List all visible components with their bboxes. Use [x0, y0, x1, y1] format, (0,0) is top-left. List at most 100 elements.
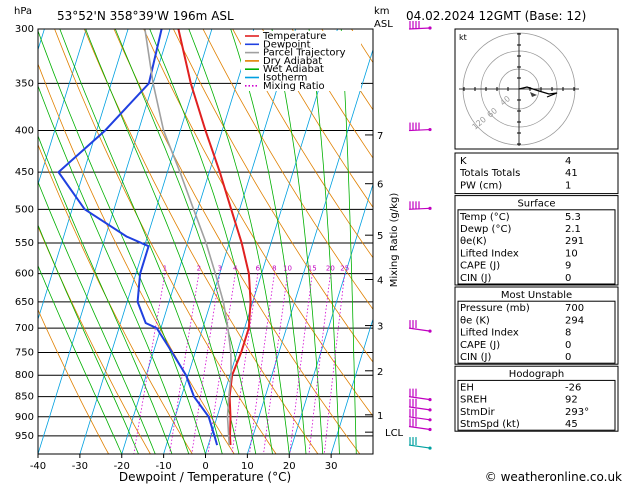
wind-barb-shaft	[408, 406, 431, 411]
mixing-ratio-label: 6	[256, 265, 261, 273]
wind-barb-dot	[428, 398, 432, 402]
index-value: 41	[565, 168, 578, 179]
wind-barb-dot	[428, 26, 432, 30]
unstable-value: 8	[565, 328, 571, 339]
pressure-tick-label: 600	[15, 269, 34, 280]
wind-barb-dot	[428, 446, 432, 450]
index-value: 4	[565, 156, 571, 167]
mixing-ratio-line	[249, 273, 275, 454]
storm-motion-marker	[530, 92, 537, 97]
km-tick-label: 6	[377, 180, 383, 191]
km-tick-label: 5	[377, 231, 383, 242]
isotherm-line	[205, 29, 338, 454]
mixing-ratio-labels: 1 2 3 4 6 8 10 15 20 25	[163, 265, 349, 273]
legend-entry: Dewpoint	[263, 39, 311, 50]
mixing-ratio-line	[191, 273, 221, 454]
wet-adiabat-line	[114, 29, 257, 454]
km-tick-label: 3	[377, 322, 383, 333]
legend-background	[241, 31, 361, 91]
mixing-ratio-label: 1	[163, 265, 167, 273]
isotherm-line	[330, 317, 373, 454]
surface-label: θe(K)	[460, 236, 487, 247]
wind-barb-shaft	[408, 327, 431, 332]
hodograph-index-value: 92	[565, 395, 578, 406]
hodograph-index-box	[454, 365, 619, 432]
mixing-ratio-line	[263, 273, 288, 454]
wet-adiabat-line	[149, 29, 273, 454]
mixing-ratio-line	[289, 273, 313, 454]
x-tick-label: -20	[114, 461, 130, 472]
hodograph-index-label: StmDir	[460, 407, 495, 418]
pressure-tick-label: 400	[15, 126, 34, 137]
unstable-value: 294	[565, 315, 584, 326]
x-tick-label: 30	[325, 461, 338, 472]
dry-adiabat-line	[232, 29, 373, 259]
series-parcel-trajectory	[144, 29, 233, 446]
wind-barb-dot	[428, 418, 432, 422]
wind-barb-shaft	[408, 396, 431, 401]
km-tick-label: 4	[377, 276, 383, 287]
x-tick-label: -30	[72, 461, 88, 472]
wet-adiabat-line	[271, 29, 324, 454]
pressure-tick-label: 350	[15, 78, 34, 89]
unstable-inner-box	[457, 300, 616, 364]
wet-adiabat-line	[59, 29, 223, 454]
profile-lines	[57, 29, 252, 446]
isotherm-line	[247, 48, 373, 454]
mixing-ratio-label: 4	[233, 265, 238, 273]
axis-labels: 3003504004505005506006507007508008509009…	[15, 24, 338, 472]
unstable-label: CIN (J)	[460, 352, 491, 363]
mixing-ratio-label: 3	[218, 265, 222, 273]
hodograph-index-inner-box	[457, 379, 616, 431]
dry-adiabat-line	[143, 29, 373, 417]
legend-entry: Temperature	[262, 31, 326, 42]
km-tick-label: 1	[377, 411, 383, 422]
dry-adiabat-line	[619, 29, 629, 454]
legend-entry: Dry Adiabat	[263, 56, 322, 67]
isotherm-line	[38, 29, 171, 454]
wet-adiabat-line	[38, 29, 206, 454]
unstable-box	[454, 286, 619, 365]
series-temperature	[177, 29, 252, 446]
unstable-label: Pressure (mb)	[460, 303, 530, 314]
pressure-tick-label: 550	[15, 238, 34, 249]
datetime-title: 04.02.2024 12GMT (Base: 12)	[406, 9, 586, 23]
pressure-tick-label: 900	[15, 412, 34, 423]
surface-value: 10	[565, 248, 578, 259]
mixing-ratio-label: 10	[283, 265, 292, 273]
wind-barb-dot	[428, 206, 432, 210]
mixing-ratio-line	[308, 273, 331, 454]
wind-barb-dot	[428, 427, 432, 432]
wind-barbs	[408, 21, 432, 450]
km-tick-label: 2	[377, 367, 383, 378]
km-label: km	[374, 6, 390, 17]
mixing-ratio-line	[231, 273, 259, 454]
mixing-ratio-label: 8	[272, 265, 276, 273]
isotherm-line	[38, 29, 129, 321]
wind-barb-shaft	[408, 444, 431, 449]
hodograph-index-label: StmSpd (kt)	[460, 419, 520, 430]
surface-label: Dewp (°C)	[460, 224, 511, 235]
dry-adiabat-line	[291, 29, 373, 159]
x-tick-label: -40	[30, 461, 46, 472]
hodograph-index-value: -26	[565, 382, 581, 393]
isotherm-line	[163, 29, 296, 454]
pressure-tick-label: 300	[15, 24, 34, 35]
mixing-ratio-label: 20	[326, 265, 335, 273]
mixing-ratio-axis-title: Mixing Ratio (g/kg)	[389, 193, 400, 288]
hodograph-unit-label: kt	[459, 33, 467, 42]
unstable-value: 700	[565, 303, 584, 314]
pressure-tick-label: 800	[15, 370, 34, 381]
wind-barb-dot	[428, 127, 432, 132]
hodograph-trace	[518, 86, 558, 98]
mixing-ratio-line	[169, 273, 200, 454]
surface-label: Lifted Index	[460, 248, 519, 259]
pressure-tick-label: 750	[15, 347, 34, 358]
pressure-tick-label: 650	[15, 297, 34, 308]
hodograph-index-label: SREH	[460, 395, 487, 406]
index-table: K 4 Totals Totals 41 PW (cm) 1 Surface Temp (°C…	[454, 152, 619, 432]
lcl-label: LCL	[385, 428, 404, 439]
